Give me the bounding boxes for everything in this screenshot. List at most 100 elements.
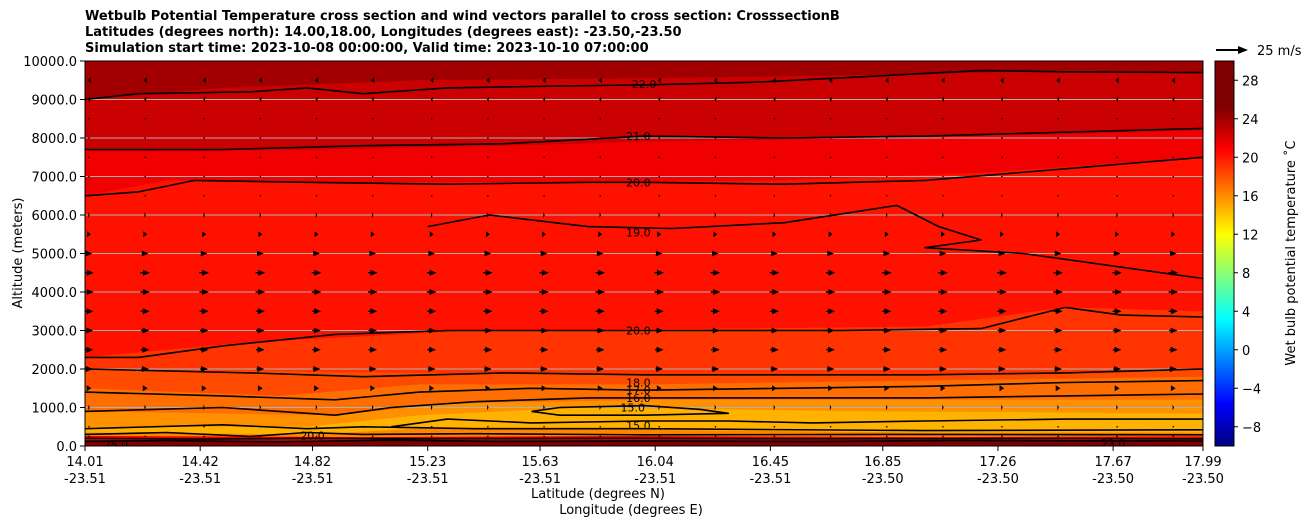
wind-vector-18-9 <box>599 96 602 103</box>
wind-vector-12-5 <box>371 212 374 218</box>
wind-vector-19-5 <box>371 77 375 84</box>
wind-vector-13-2 <box>203 194 205 197</box>
wind-vector-0-16 <box>1001 435 1003 438</box>
wind-vector-14-10 <box>658 175 661 178</box>
wind-vector-4-7 <box>484 366 492 372</box>
colorbar-label: Wet bulb potential temperature ˚C <box>1283 140 1299 365</box>
x-tick-label-lat-3: 15.23 <box>409 455 446 470</box>
wind-vector-15-10 <box>658 156 661 159</box>
wind-vector-3-14 <box>884 385 890 392</box>
wind-vector-1-11 <box>714 425 717 428</box>
wind-vector-6-12 <box>770 327 779 334</box>
wind-vector-8-10 <box>654 289 665 295</box>
wind-vector-5-10 <box>654 346 664 353</box>
wind-vector-8-9 <box>595 289 606 295</box>
x-axis: 14.01 -23.51 14.42 -23.51 14.82 -23.51 15.23 -2… <box>64 446 1224 487</box>
y-axis: 0.0 1000.0 2000.0 3000.0 4000.0 5000.0 6000.0 7… <box>23 55 85 455</box>
x-tick-label-lat-6: 16.45 <box>752 455 789 470</box>
wind-vector-17-17 <box>1057 117 1059 120</box>
wind-vector-17-11 <box>714 117 717 120</box>
contour-label-4: 20.0 <box>626 325 651 338</box>
wind-vector-1-3 <box>259 425 262 428</box>
wind-vector-11-6 <box>429 231 434 238</box>
wind-vector-7-14 <box>882 308 892 315</box>
x-tick-label-lon-6: -23.51 <box>749 472 791 487</box>
wind-vector-10-18 <box>1113 250 1121 257</box>
wind-vector-2-3 <box>259 404 262 411</box>
x-tick-label-lat-10: 17.99 <box>1184 455 1221 470</box>
wind-vector-10-10 <box>655 250 663 257</box>
wind-vector-4-4 <box>312 366 321 372</box>
wind-vector-10-9 <box>596 250 604 257</box>
wind-vector-7-6 <box>427 308 437 315</box>
wind-vector-12-15 <box>942 212 944 218</box>
wind-vector-16-10 <box>658 137 661 139</box>
wind-vector-1-4 <box>315 425 318 428</box>
y-tick-label-2: 2000.0 <box>32 363 78 378</box>
wind-vector-15-8 <box>543 156 545 159</box>
wind-vector-8-12 <box>769 289 780 295</box>
colorbar-tick-label-8: 24 <box>1242 113 1259 128</box>
wind-vector-16-13 <box>829 137 832 139</box>
wind-vector-8-18 <box>1112 289 1122 295</box>
wind-vector-13-6 <box>430 194 433 197</box>
y-tick-label-9: 9000.0 <box>32 94 78 109</box>
wind-vector-15-16 <box>1001 156 1003 159</box>
wind-vector-15-19 <box>1172 156 1175 159</box>
wind-vector-5-3 <box>256 346 265 353</box>
wind-vector-14-6 <box>430 175 433 178</box>
wind-vector-12-14 <box>886 212 888 218</box>
wind-vector-19-3 <box>258 77 263 84</box>
wind-vector-15-14 <box>885 156 888 159</box>
wind-vector-18-6 <box>430 96 433 103</box>
wind-vector-19-13 <box>828 77 833 84</box>
wind-vector-10-8 <box>540 250 548 257</box>
contour-line-0 <box>85 69 1203 101</box>
temperature-band-11 <box>85 440 1203 446</box>
wind-vector-19-2 <box>202 77 206 84</box>
wind-vector-19-0 <box>87 77 91 84</box>
wind-vector-7-19 <box>1168 308 1178 315</box>
wind-vector-11-5 <box>370 231 375 238</box>
wind-vector-16-4 <box>315 137 318 139</box>
x-tick-label-lat-9: 17.67 <box>1095 455 1132 470</box>
y-tick-label-10: 10000.0 <box>23 55 77 70</box>
x-tick-label-lat-4: 15.63 <box>521 455 558 470</box>
wind-vector-14-7 <box>487 175 489 178</box>
wind-vector-10-1 <box>141 250 149 257</box>
wind-vector-2-14 <box>886 404 888 411</box>
wind-vector-13-4 <box>315 194 318 197</box>
wind-vector-13-0 <box>88 194 90 197</box>
wind-vector-2-11 <box>714 404 717 411</box>
wind-vector-11-7 <box>485 231 490 238</box>
wind-vector-6-11 <box>711 327 720 334</box>
wind-vector-3-4 <box>314 385 319 392</box>
wind-vector-15-5 <box>371 156 374 159</box>
wind-vector-13-12 <box>773 194 776 197</box>
wind-vector-2-13 <box>829 404 832 411</box>
wind-vector-1-1 <box>144 425 146 428</box>
wind-vector-2-19 <box>1172 404 1175 411</box>
x-tick-label-lat-0: 14.01 <box>66 455 103 470</box>
wind-vector-6-16 <box>997 327 1007 334</box>
wind-vector-6-13 <box>826 327 835 334</box>
wind-vector-19-8 <box>542 77 546 84</box>
wind-vector-1-5 <box>371 425 374 428</box>
x-tick-label-lon-7: -23.50 <box>862 472 904 487</box>
wind-vector-13-19 <box>1172 194 1175 197</box>
wind-vector-8-11 <box>710 289 721 295</box>
wind-vector-15-2 <box>203 156 205 159</box>
wind-vector-19-19 <box>1171 77 1175 84</box>
contour-label-2: 20.0 <box>626 176 651 189</box>
wind-vectors <box>85 77 1179 438</box>
wind-vector-12-10 <box>658 212 660 218</box>
wind-vector-7-3 <box>255 308 265 315</box>
wind-vector-1-2 <box>203 425 205 428</box>
wind-vector-6-4 <box>312 327 321 334</box>
wind-vector-11-9 <box>598 231 603 238</box>
colorbar-tick-label-5: 12 <box>1242 228 1259 243</box>
contour-label-9: 15.0 <box>626 420 651 433</box>
y-tick-label-1: 1000.0 <box>32 402 78 417</box>
wind-vector-5-18 <box>1112 346 1122 353</box>
wind-vector-3-10 <box>656 385 662 392</box>
